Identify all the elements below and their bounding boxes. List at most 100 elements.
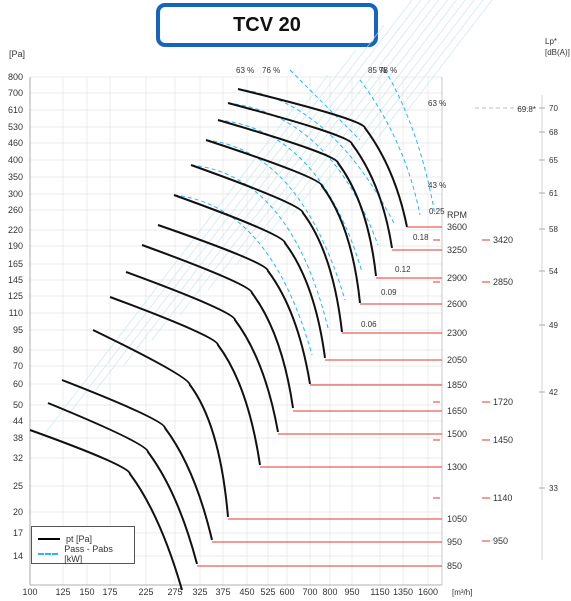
efficiency-label-top: 76 % xyxy=(262,66,280,75)
right-rpm-label: 1720 xyxy=(493,397,513,407)
x-tick-label: 450 xyxy=(239,587,254,597)
system-diagonal-line xyxy=(67,74,329,416)
efficiency-label-right: 63 % xyxy=(428,99,446,108)
efficiency-label-right: 43 % xyxy=(428,181,446,190)
efficiency-label-top: 85 % xyxy=(368,66,386,75)
y-tick-label: 125 xyxy=(8,291,23,301)
db-tick-label: 68 xyxy=(549,128,558,137)
legend-dashed-swatch xyxy=(38,552,59,555)
power-label: 0.25 xyxy=(429,207,445,216)
system-diagonal-line xyxy=(263,0,448,241)
legend-label-pt: pt [Pa] xyxy=(66,533,93,544)
power-curve-dashed xyxy=(227,102,379,246)
rpm-label-1850: 1850 xyxy=(447,380,467,390)
system-diagonal-line xyxy=(375,0,484,141)
y-tick-label: 44 xyxy=(13,416,23,426)
db-tick-label: 42 xyxy=(549,388,558,397)
power-label: 0.18 xyxy=(413,233,429,242)
power-label: 0.12 xyxy=(395,265,411,274)
y-tick-label: 350 xyxy=(8,172,23,182)
efficiency-label-top: 78 % xyxy=(379,66,397,75)
system-diagonal-line xyxy=(347,0,475,166)
fan-curve-2900 xyxy=(217,119,377,277)
power-curve-dashed xyxy=(384,69,436,216)
legend-solid-swatch xyxy=(38,537,60,540)
power-label: 0.09 xyxy=(381,288,397,297)
rpm-label-2900: 2900 xyxy=(447,273,467,283)
y-tick-label: 50 xyxy=(13,400,23,410)
x-tick-label: 175 xyxy=(102,587,117,597)
right-rpm-label: 3420 xyxy=(493,235,513,245)
right-rpm-label: 2850 xyxy=(493,277,513,287)
fan-curve-1650 xyxy=(141,244,294,409)
y-tick-label: 70 xyxy=(13,361,23,371)
system-diagonal-line xyxy=(39,99,301,441)
fan-curve-3600 xyxy=(237,88,408,228)
db-tick-label: 58 xyxy=(549,225,558,234)
y-tick-label: 165 xyxy=(8,259,23,269)
x-tick-label: 125 xyxy=(55,587,70,597)
efficiency-label-top: 63 % xyxy=(236,66,254,75)
fan-curve-1850 xyxy=(157,224,311,385)
db-tick-label: 54 xyxy=(549,267,558,276)
y-tick-label: 17 xyxy=(13,528,23,538)
legend-item-pt: pt [Pa] xyxy=(38,531,128,546)
x-tick-label: 525 xyxy=(260,587,275,597)
y-tick-label: 460 xyxy=(8,138,23,148)
power-curve-dashed xyxy=(173,194,313,356)
y-tick-label: 38 xyxy=(13,433,23,443)
fan-curve-950 xyxy=(61,379,213,541)
system-diagonal-line xyxy=(151,0,413,341)
x-tick-label: 950 xyxy=(344,587,359,597)
x-tick-label: 800 xyxy=(322,587,337,597)
y-tick-label: 14 xyxy=(13,551,23,561)
x-tick-label: 225 xyxy=(138,587,153,597)
right-rpm-label: 1140 xyxy=(493,493,512,503)
fan-curve-2600 xyxy=(205,139,361,304)
right-rpm-label: 1450 xyxy=(493,435,513,445)
system-diagonal-line xyxy=(291,0,457,216)
y-tick-label: 145 xyxy=(8,275,23,285)
system-diagonal-line xyxy=(207,0,431,291)
y-tick-label: 300 xyxy=(8,189,23,199)
rpm-label-1650: 1650 xyxy=(447,406,467,416)
rpm-label-2050: 2050 xyxy=(447,355,467,365)
power-curve-dashed xyxy=(217,119,363,273)
fan-curve-1050 xyxy=(92,329,229,518)
rpm-label-850: 850 xyxy=(447,561,462,571)
power-curve-dashed xyxy=(205,139,346,301)
y-unit-label: [Pa] xyxy=(9,49,25,59)
rpm-label-2300: 2300 xyxy=(447,328,467,338)
y-tick-label: 190 xyxy=(8,241,23,251)
fan-curve-base xyxy=(29,429,183,591)
system-diagonal-line xyxy=(123,24,385,366)
power-curve-dashed xyxy=(190,164,329,329)
chart-title: TCV 20 xyxy=(156,3,378,47)
x-tick-label: 700 xyxy=(302,587,317,597)
rpm-label-3250: 3250 xyxy=(447,245,467,255)
chart-legend: pt [Pa] Pass - Pabs [kW] xyxy=(31,526,135,564)
x-tick-label: 150 xyxy=(79,587,94,597)
x-unit-label: [m³/h] xyxy=(452,588,472,597)
power-label: 0.06 xyxy=(361,320,377,329)
db-tick-label: 61 xyxy=(549,189,558,198)
x-tick-label: 100 xyxy=(22,587,37,597)
x-tick-label: 600 xyxy=(279,587,294,597)
power-curve-dashed xyxy=(359,79,421,216)
rpm-label-1050: 1050 xyxy=(447,514,467,524)
chart-title-text: TCV 20 xyxy=(233,13,301,36)
fan-curve-850 xyxy=(47,402,198,565)
y-tick-label: 110 xyxy=(9,308,23,318)
db-reference-label: 69.8* xyxy=(517,105,536,114)
system-diagonal-line xyxy=(319,0,466,191)
y-tick-label: 220 xyxy=(8,225,23,235)
power-curve-dashed xyxy=(289,69,361,141)
y-tick-label: 700 xyxy=(8,88,23,98)
x-tick-label: 1600 xyxy=(418,587,438,597)
legend-label-power: Pass - Pabs [kW] xyxy=(64,543,113,564)
y-tick-label: 400 xyxy=(8,155,23,165)
legend-item-power: Pass - Pabs [kW] xyxy=(38,543,128,564)
y-tick-label: 800 xyxy=(8,72,23,82)
y-tick-label: 95 xyxy=(13,325,23,335)
